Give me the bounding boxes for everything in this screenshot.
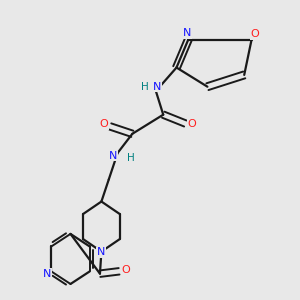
Text: N: N	[153, 82, 161, 92]
Text: O: O	[99, 119, 108, 129]
Text: O: O	[188, 119, 196, 129]
Text: N: N	[109, 151, 117, 161]
Text: O: O	[251, 29, 260, 39]
Text: O: O	[121, 265, 130, 275]
Text: N: N	[183, 28, 191, 38]
Text: H: H	[141, 82, 148, 92]
Text: N: N	[97, 247, 105, 257]
Text: N: N	[43, 269, 51, 279]
Text: H: H	[127, 153, 135, 163]
